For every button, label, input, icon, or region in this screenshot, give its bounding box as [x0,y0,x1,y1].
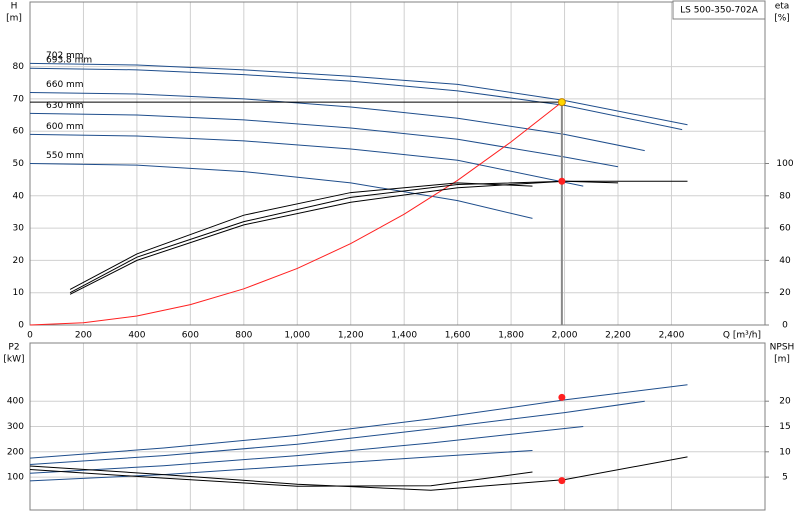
duty-point [557,98,566,107]
y2-tick-label: 10 [779,447,791,457]
x-tick-label: 2,400 [659,331,685,341]
title: LS 500-350-702A [680,6,759,16]
y2-tick-label: 5 [782,473,788,483]
y2-tick-label: 40 [779,256,791,266]
curve [29,101,563,326]
x-tick-label: 1,600 [445,331,471,341]
curve [29,163,533,219]
x-tick-label: 1,200 [338,331,364,341]
y2-axis-unit: [m] [774,355,790,365]
curve [29,384,688,459]
curve [69,182,533,290]
title-box [672,0,766,20]
y-tick-label: 30 [13,224,25,234]
x-tick-label: 400 [128,331,145,341]
curve [29,400,645,465]
x-tick-label: 1,000 [284,331,310,341]
y-axis-label: P2 [8,343,19,353]
y2-tick-label: 15 [779,422,790,432]
y-tick-label: 400 [7,397,24,407]
y2-axis-label: eta [775,2,790,12]
curve-label: 600 mm [46,122,84,132]
x-tick-label: 2,200 [605,331,631,341]
y-axis-unit: [kW] [3,355,24,365]
x-tick-label: 0 [27,331,33,341]
duty-point [558,477,566,485]
y-tick-label: 70 [13,94,25,104]
y-axis-label: H [11,2,18,12]
x-tick-label: 1,800 [498,331,524,341]
x-tick-label: 600 [182,331,199,341]
curve [29,91,645,152]
curve-label: 630 mm [46,101,84,111]
y2-tick-label: 20 [779,397,791,407]
x-axis-label: Q [m³/h] [723,331,761,341]
y2-axis-label: NPSH [770,343,795,353]
y2-tick-label: 80 [779,191,791,201]
y2-tick-label: 0 [782,321,788,331]
curve-label: 702 mm [46,51,84,61]
curve [29,469,533,487]
y-axis-unit: [m] [6,14,22,24]
y2-axis-unit: [%] [774,14,790,24]
curve [29,67,683,131]
curve [29,450,533,482]
y-tick-label: 200 [7,447,24,457]
y-tick-label: 60 [13,127,25,137]
duty-point [558,393,566,401]
x-tick-label: 1,400 [391,331,417,341]
y-tick-label: 300 [7,422,24,432]
y-tick-label: 80 [13,62,25,72]
curve-label: 693.8 mm [46,56,92,66]
y-tick-label: 40 [13,191,25,201]
y2-tick-label: 20 [779,288,791,298]
y2-tick-label: 100 [776,159,793,169]
curve [29,112,619,168]
curve-label: 550 mm [46,151,84,161]
curve-label: 660 mm [46,80,84,90]
y-tick-label: 100 [7,473,24,483]
curve [29,133,584,187]
y2-tick-label: 60 [779,224,791,234]
y-tick-label: 10 [13,288,25,298]
x-tick-label: 800 [235,331,252,341]
duty-point [558,177,566,185]
y-tick-label: 20 [13,256,25,266]
y-tick-label: 50 [13,159,25,169]
curve [29,456,688,491]
x-tick-label: 200 [75,331,92,341]
y-tick-label: 0 [18,321,24,331]
curve [69,180,619,294]
x-tick-label: 2,000 [552,331,578,341]
curve [29,426,584,474]
curve [69,180,688,295]
